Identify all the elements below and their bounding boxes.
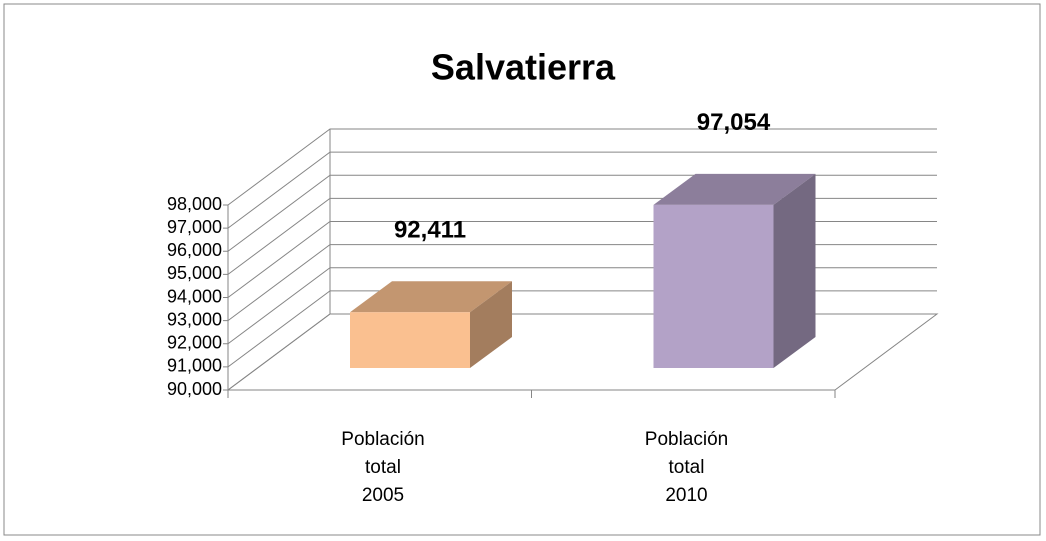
bar-top: [350, 281, 512, 313]
y-tick-label: 94,000: [167, 286, 222, 306]
value-label: 92,411: [394, 217, 466, 244]
bar-side: [470, 281, 512, 368]
value-label: 97,054: [697, 109, 771, 136]
y-tick-label: 93,000: [167, 309, 222, 329]
y-tick-label: 98,000: [167, 194, 222, 214]
y-tick-label: 96,000: [167, 240, 222, 260]
y-tick-label: 97,000: [167, 217, 222, 237]
bar: [653, 204, 774, 368]
chart-border: [3, 3, 1041, 536]
bar: [350, 312, 470, 368]
y-tick-label: 90,000: [167, 379, 222, 399]
y-tick-label: 91,000: [167, 356, 222, 376]
x-tick-label: Población total 2010: [644, 429, 729, 506]
chart-title: Salvatierra: [431, 47, 616, 88]
grid-line: [227, 151, 937, 229]
bar-side: [773, 173, 816, 368]
y-tick-label: 95,000: [167, 263, 222, 283]
grid-line: [227, 128, 937, 206]
bar-top: [653, 173, 816, 205]
y-tick-label: 92,000: [167, 333, 222, 353]
x-tick-label: Población total 2005: [341, 429, 425, 506]
